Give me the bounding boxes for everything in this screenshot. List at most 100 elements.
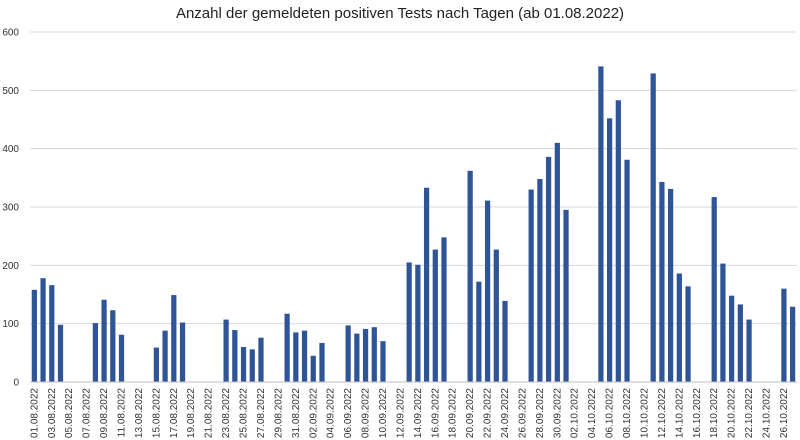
- x-tick-label: 10.10.2022: [639, 388, 650, 438]
- y-tick-label: 500: [2, 86, 19, 97]
- bar: [371, 327, 377, 382]
- x-tick-label: 02.09.2022: [308, 388, 319, 438]
- x-tick-label: 14.10.2022: [674, 388, 685, 438]
- x-tick-label: 29.08.2022: [273, 388, 284, 438]
- bar: [362, 328, 369, 382]
- bar: [423, 187, 430, 382]
- x-tick-label: 25.08.2022: [239, 388, 250, 438]
- x-tick-label: 24.10.2022: [761, 388, 772, 438]
- bar: [179, 322, 186, 382]
- bar: [685, 286, 691, 382]
- bar: [467, 170, 473, 382]
- x-tick-label: 02.10.2022: [570, 388, 581, 438]
- x-tick-label: 11.08.2022: [117, 388, 128, 438]
- bar: [240, 347, 247, 382]
- bar: [57, 324, 64, 382]
- bar: [319, 342, 325, 382]
- bar: [284, 313, 290, 382]
- x-tick-label: 26.09.2022: [517, 388, 528, 438]
- bar: [310, 355, 316, 382]
- x-tick-label: 20.10.2022: [727, 388, 738, 438]
- y-tick-label: 400: [2, 144, 19, 155]
- x-tick-label: 10.09.2022: [378, 388, 389, 438]
- x-tick-label: 04.10.2022: [587, 388, 598, 438]
- bar: [354, 333, 360, 382]
- bar: [668, 188, 674, 382]
- bar: [624, 159, 630, 382]
- y-tick-label: 300: [2, 203, 19, 214]
- bar: [49, 285, 55, 382]
- bar: [476, 281, 482, 382]
- bar: [650, 73, 656, 383]
- x-tick-label: 28.09.2022: [535, 388, 546, 438]
- bar: [790, 306, 796, 382]
- bar: [659, 181, 665, 382]
- x-tick-label: 06.10.2022: [605, 388, 616, 438]
- x-tick-label: 24.09.2022: [500, 388, 511, 438]
- x-tick-label: 08.10.2022: [622, 388, 633, 438]
- bar: [528, 189, 534, 382]
- x-tick-label: 15.08.2022: [151, 388, 162, 438]
- bar: [171, 295, 177, 382]
- x-tick-label: 07.08.2022: [82, 388, 93, 438]
- x-tick-label: 03.08.2022: [47, 388, 58, 438]
- bar: [92, 323, 98, 382]
- bar: [345, 325, 351, 382]
- bar: [737, 304, 743, 382]
- bar: [293, 332, 299, 382]
- bar: [441, 237, 447, 382]
- x-tick-label: 23.08.2022: [221, 388, 232, 438]
- bar: [258, 337, 264, 382]
- bar: [606, 118, 613, 382]
- chart-title: Anzahl der gemeldeten positiven Tests na…: [176, 5, 624, 22]
- x-tick-label: 22.09.2022: [483, 388, 494, 438]
- x-tick-label: 09.08.2022: [99, 388, 110, 438]
- bar: [781, 288, 787, 382]
- bar: [493, 249, 499, 382]
- bar: [101, 299, 107, 382]
- x-tick-label: 18.10.2022: [709, 388, 720, 438]
- x-tick-label: 04.09.2022: [326, 388, 337, 438]
- bar-series: [31, 66, 796, 383]
- y-tick-label: 0: [13, 378, 19, 389]
- bar: [484, 200, 491, 382]
- x-tick-label: 06.09.2022: [343, 388, 354, 438]
- x-tick-label: 17.08.2022: [169, 388, 180, 438]
- bar: [223, 319, 229, 382]
- bar: [537, 179, 543, 382]
- bar: [554, 142, 560, 382]
- bar: [406, 262, 412, 382]
- x-tick-label: 01.08.2022: [29, 388, 40, 438]
- bar: [162, 330, 168, 382]
- x-tick-label: 30.09.2022: [552, 388, 563, 438]
- bar: [301, 330, 308, 382]
- x-tick-label: 21.08.2022: [204, 388, 215, 438]
- y-tick-label: 100: [2, 319, 19, 330]
- bar: [502, 300, 508, 382]
- bar: [729, 295, 735, 382]
- x-tick-label: 16.10.2022: [692, 388, 703, 438]
- bar: [249, 349, 255, 382]
- bar: [31, 289, 37, 382]
- bar: [380, 341, 386, 382]
- bar: [432, 249, 438, 382]
- bar: [598, 66, 604, 383]
- y-axis-ticks: 0 100 200 300 400 500 600: [2, 28, 19, 389]
- y-tick-label: 600: [2, 28, 19, 39]
- x-tick-label: 22.10.2022: [744, 388, 755, 438]
- bar: [40, 278, 46, 382]
- y-tick-label: 200: [2, 261, 19, 272]
- x-tick-label: 14.09.2022: [413, 388, 424, 438]
- x-tick-label: 31.08.2022: [291, 388, 302, 438]
- bar: [563, 209, 569, 382]
- x-tick-label: 13.08.2022: [134, 388, 145, 438]
- bar: [232, 330, 238, 382]
- x-axis-ticks: 01.08.2022 03.08.2022 05.08.2022 07.08.2022…: [29, 388, 790, 438]
- x-tick-label: 18.09.2022: [448, 388, 459, 438]
- bar: [118, 334, 125, 382]
- x-tick-label: 19.08.2022: [186, 388, 197, 438]
- x-tick-label: 27.08.2022: [256, 388, 267, 438]
- bar: [711, 197, 717, 382]
